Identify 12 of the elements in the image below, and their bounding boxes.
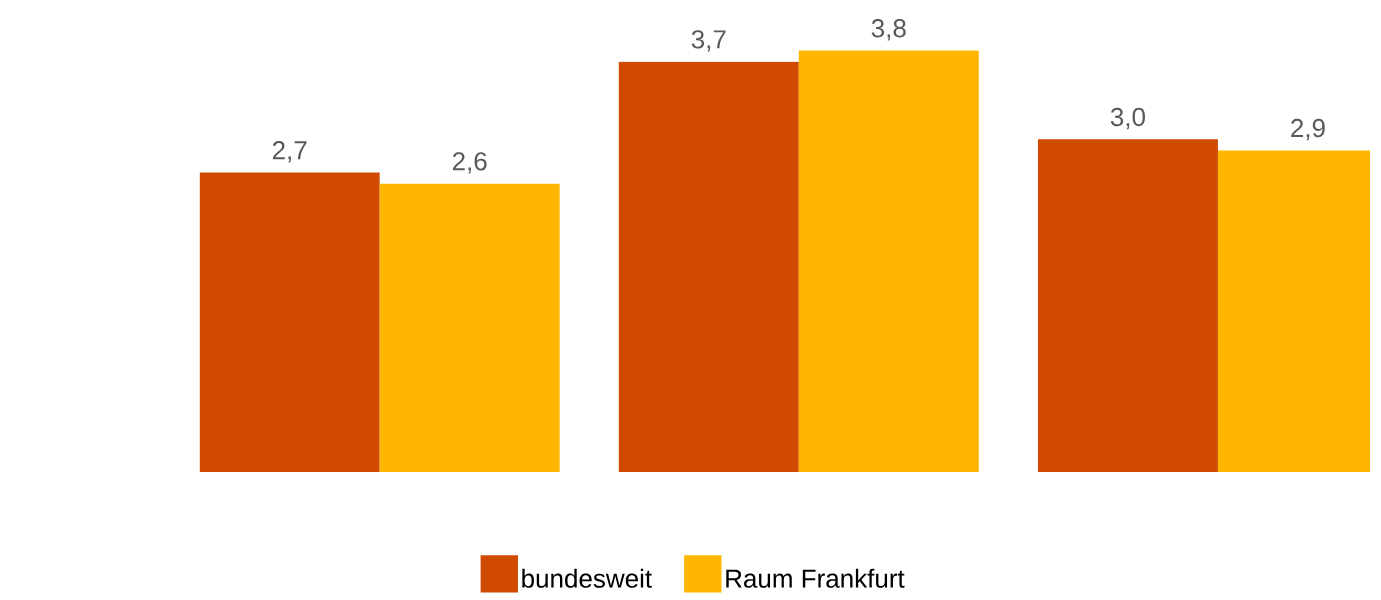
legend-label: bundesweit xyxy=(522,568,652,588)
data-label: 3,0 xyxy=(1110,107,1145,130)
data-label: 2,7 xyxy=(272,141,307,163)
bar xyxy=(199,172,380,472)
data-label: 3,8 xyxy=(871,19,906,41)
bar xyxy=(379,183,560,472)
data-label: 2,6 xyxy=(452,152,487,174)
legend-label: Raum Frankfurt xyxy=(726,568,905,588)
data-label: 2,9 xyxy=(1291,118,1325,141)
bar xyxy=(798,50,979,472)
bar xyxy=(618,61,799,472)
data-label: 3,7 xyxy=(691,30,726,52)
